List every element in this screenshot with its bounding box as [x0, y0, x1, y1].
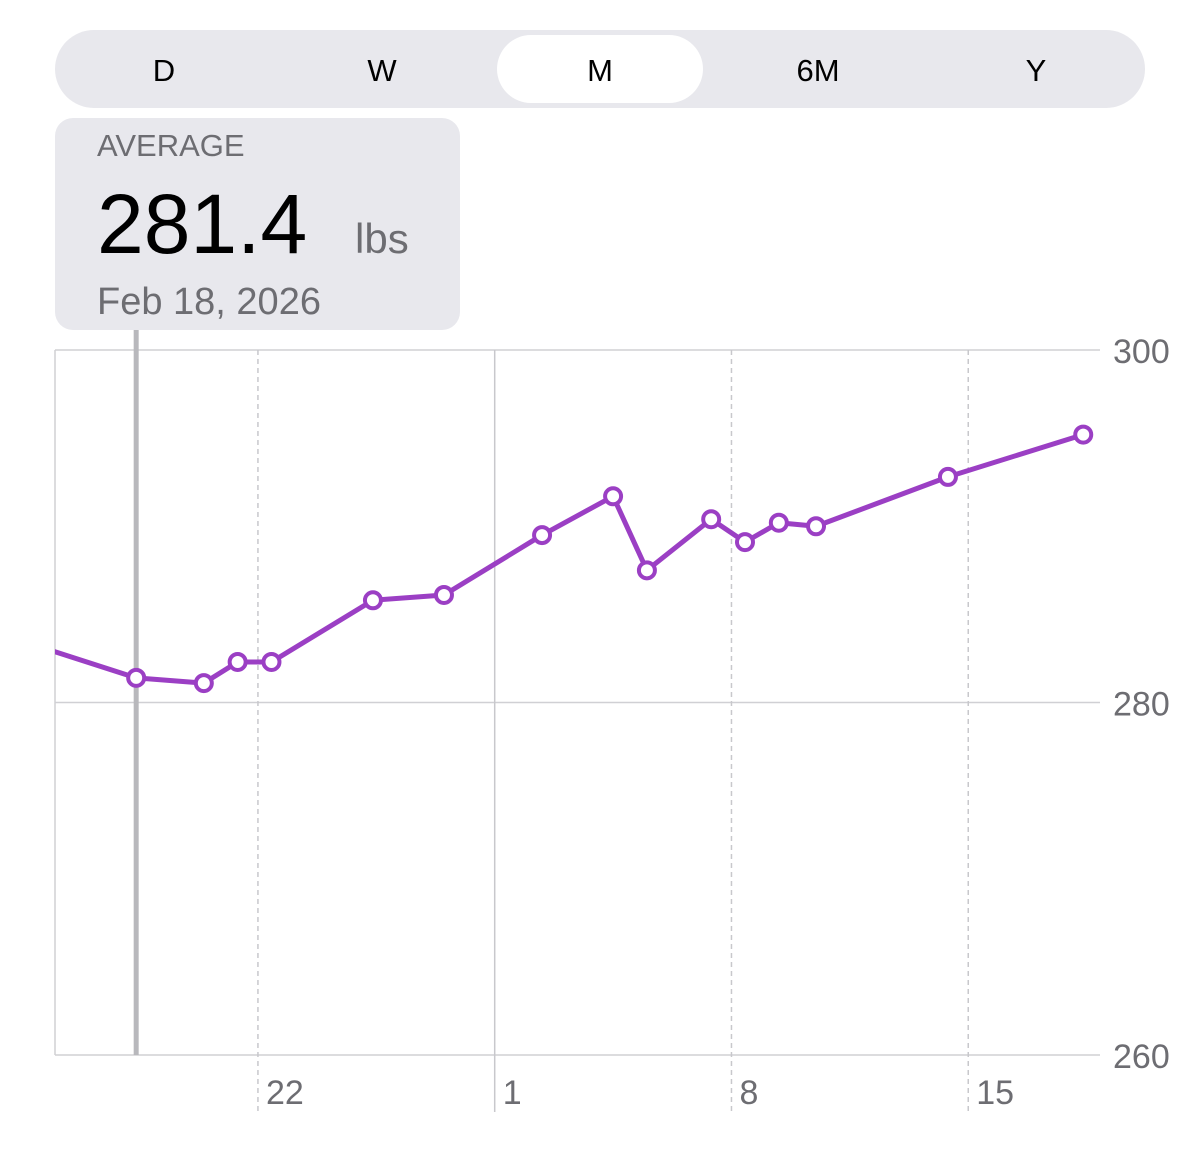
- data-point: [261, 651, 282, 672]
- data-point: [433, 584, 454, 605]
- data-point: [735, 532, 755, 553]
- summary-unit: lbs: [355, 215, 409, 262]
- segment-label[interactable]: D: [153, 53, 175, 88]
- plot-area: [13, 424, 1094, 694]
- summary-label: AVERAGE: [97, 128, 245, 163]
- summary-box: [55, 118, 460, 330]
- data-line: [55, 432, 1084, 686]
- y-tick-label: 280: [1113, 686, 1170, 724]
- segment-label[interactable]: M: [587, 53, 613, 88]
- segment-selected: [497, 35, 703, 103]
- y-tick-label: 260: [1113, 1038, 1170, 1076]
- data-point: [13, 633, 29, 649]
- x-tick-label: 22: [266, 1074, 304, 1112]
- data-point: [806, 516, 827, 537]
- data-point: [768, 512, 789, 533]
- y-tick-label: 300: [1113, 333, 1170, 371]
- x-tick-label: 1: [503, 1074, 522, 1112]
- segment-label[interactable]: Y: [1026, 53, 1047, 88]
- data-point: [227, 651, 248, 672]
- data-point: [193, 673, 214, 694]
- data-point: [1073, 424, 1094, 445]
- data-point: [636, 560, 657, 581]
- data-point: [937, 466, 958, 487]
- data-point: [603, 486, 624, 507]
- summary-value: 281.4: [97, 177, 307, 271]
- segment-label[interactable]: W: [367, 53, 397, 88]
- x-tick-label: 15: [976, 1074, 1014, 1112]
- summary-date: Feb 18, 2026: [97, 281, 321, 323]
- segment-label[interactable]: 6M: [796, 53, 839, 88]
- data-point: [532, 525, 553, 546]
- data-point: [126, 667, 147, 688]
- data-point: [701, 509, 722, 530]
- x-tick-label: 8: [739, 1074, 758, 1112]
- data-point: [362, 590, 383, 611]
